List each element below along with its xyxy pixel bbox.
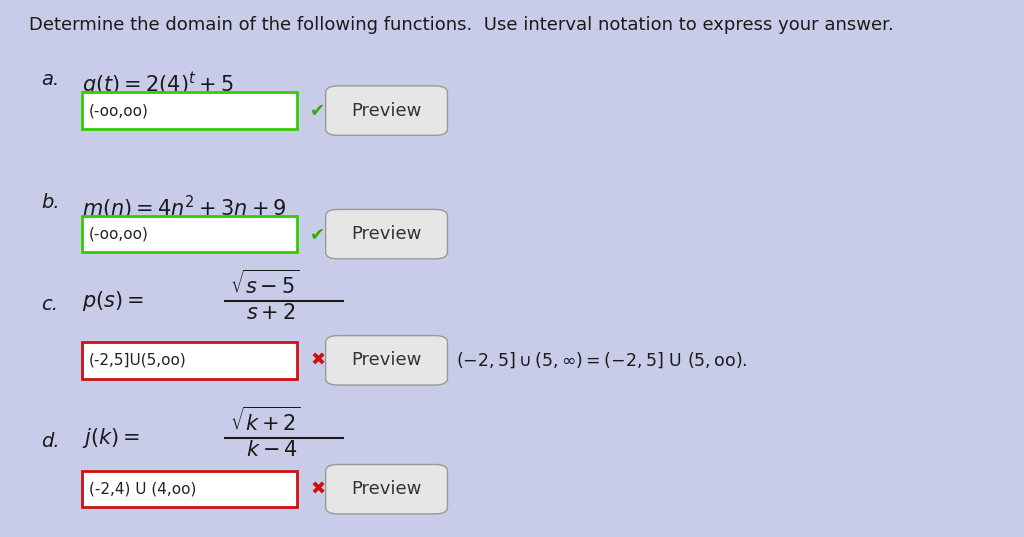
Text: (-2,4) U (4,oo): (-2,4) U (4,oo): [89, 482, 197, 497]
Text: Preview: Preview: [351, 225, 422, 243]
Text: $( - 2, 5] \cup (5, \infty) = (-2,5]\ \mathrm{U}\ (5,\mathrm{oo}).$: $( - 2, 5] \cup (5, \infty) = (-2,5]\ \m…: [456, 351, 748, 370]
Text: ✖: ✖: [310, 351, 326, 369]
Text: (-oo,oo): (-oo,oo): [89, 103, 148, 118]
FancyBboxPatch shape: [82, 342, 297, 379]
FancyBboxPatch shape: [326, 465, 447, 514]
Text: $s+2$: $s+2$: [246, 303, 295, 323]
FancyBboxPatch shape: [326, 209, 447, 259]
Text: a.: a.: [41, 70, 59, 89]
Text: d.: d.: [41, 432, 59, 451]
Text: Preview: Preview: [351, 480, 422, 498]
Text: $p(s) = $: $p(s) = $: [82, 289, 143, 313]
Text: Determine the domain of the following functions.  Use interval notation to expre: Determine the domain of the following fu…: [29, 16, 893, 34]
Text: Preview: Preview: [351, 101, 422, 120]
Text: b.: b.: [41, 193, 59, 212]
FancyBboxPatch shape: [326, 336, 447, 385]
Text: $\sqrt{k+2}$: $\sqrt{k+2}$: [230, 407, 301, 435]
Text: $m(n) = 4n^{2} + 3n + 9$: $m(n) = 4n^{2} + 3n + 9$: [82, 193, 287, 222]
Text: (-oo,oo): (-oo,oo): [89, 227, 148, 242]
Text: ✖: ✖: [310, 480, 326, 498]
FancyBboxPatch shape: [82, 216, 297, 252]
Text: $\sqrt{s-5}$: $\sqrt{s-5}$: [230, 270, 300, 298]
Text: (-2,5]U(5,oo): (-2,5]U(5,oo): [89, 353, 186, 368]
FancyBboxPatch shape: [326, 86, 447, 135]
FancyBboxPatch shape: [82, 92, 297, 129]
Text: c.: c.: [41, 295, 58, 314]
Text: $g(t) = 2(4)^{t} + 5$: $g(t) = 2(4)^{t} + 5$: [82, 70, 233, 99]
Text: $k-4$: $k-4$: [246, 440, 298, 460]
Text: ✔: ✔: [310, 225, 326, 243]
Text: Preview: Preview: [351, 351, 422, 369]
Text: ✔: ✔: [310, 101, 326, 120]
FancyBboxPatch shape: [82, 471, 297, 507]
Text: $j(k) = $: $j(k) = $: [82, 426, 140, 449]
